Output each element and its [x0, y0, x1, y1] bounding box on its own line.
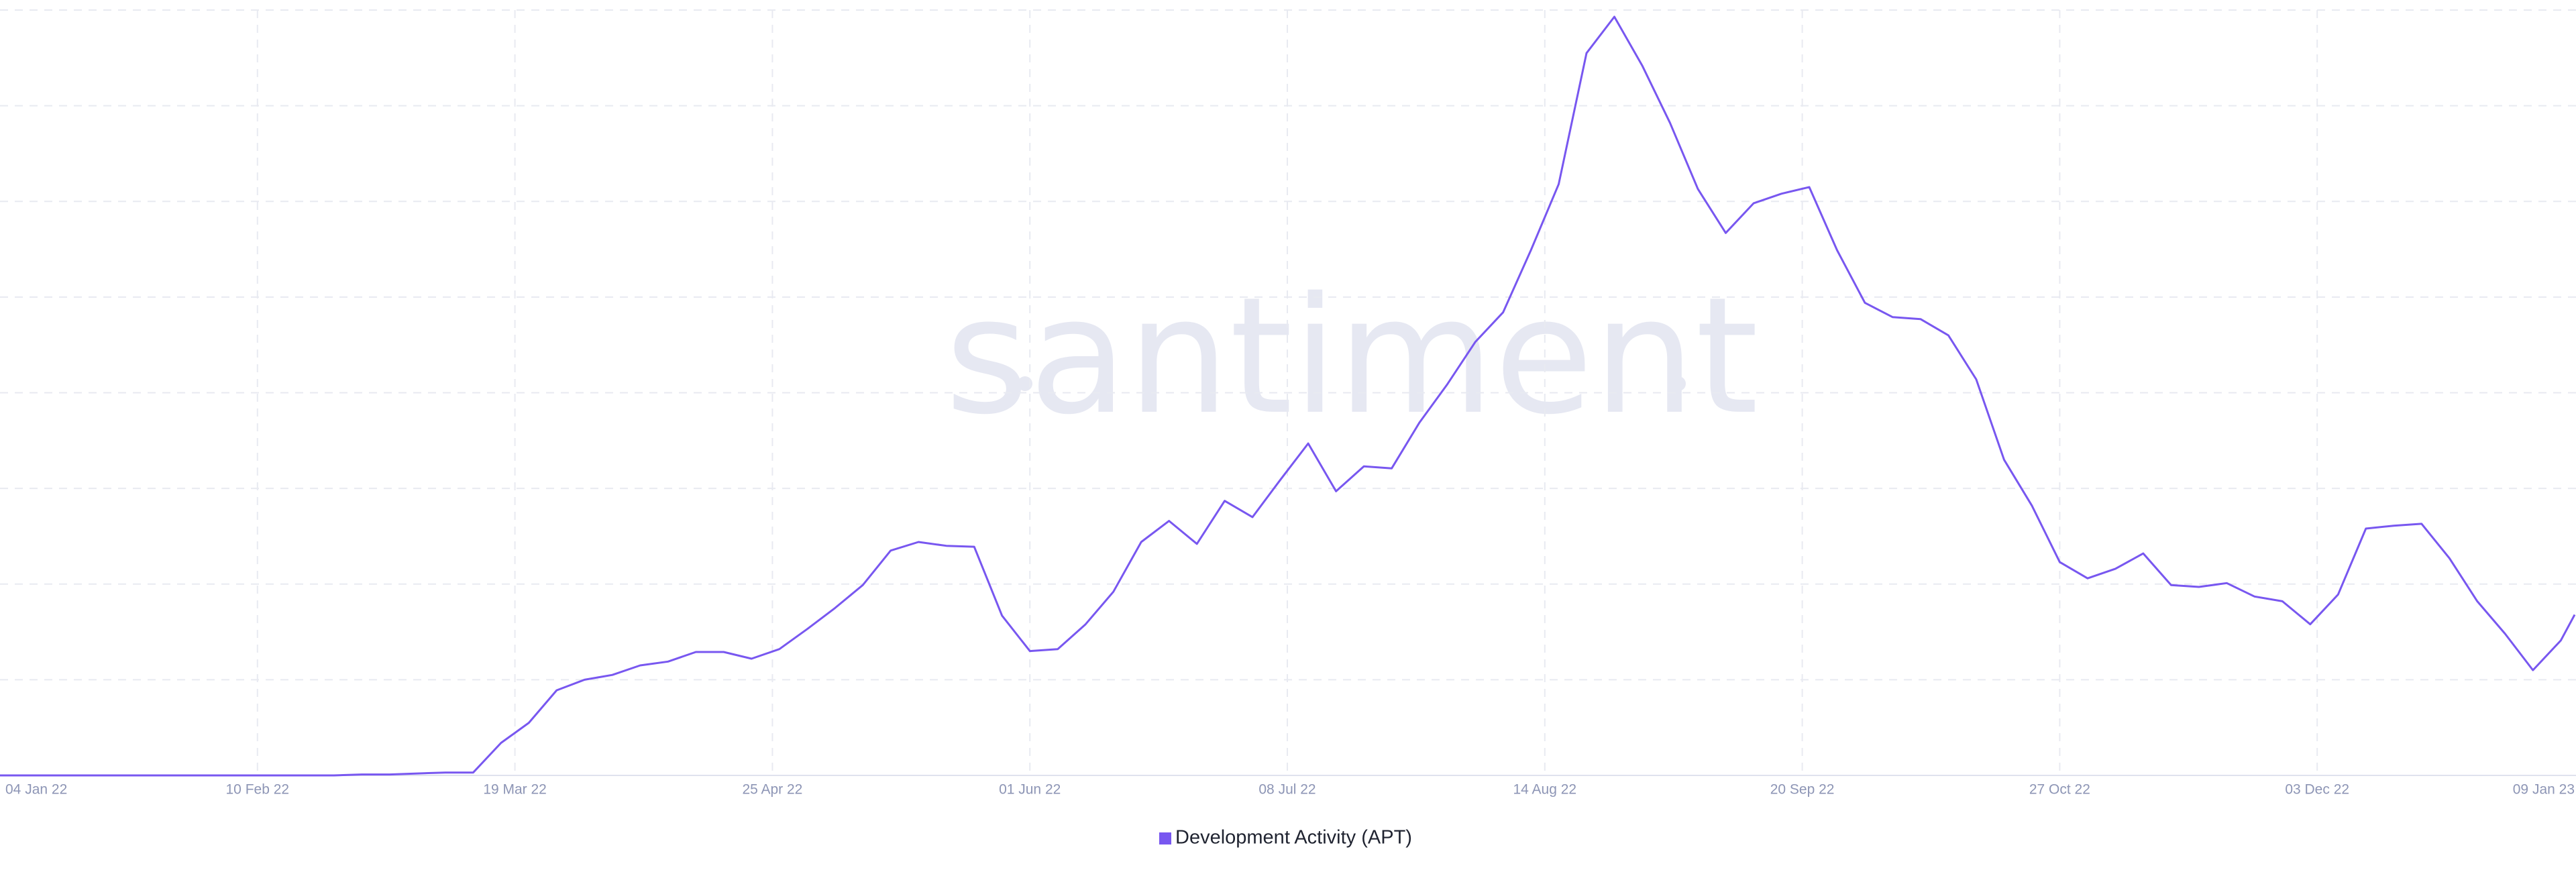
x-tick-label: 25 Apr 22 [742, 782, 802, 798]
legend-swatch [1159, 832, 1171, 844]
series-line [0, 15, 2576, 777]
x-tick-label: 14 Aug 22 [1513, 782, 1577, 798]
x-tick-label: 08 Jul 22 [1258, 782, 1316, 798]
x-tick-label: 10 Feb 22 [226, 782, 290, 798]
x-tick-label: 04 Jan 22 [5, 782, 67, 798]
x-tick-label: 20 Sep 22 [1770, 782, 1835, 798]
legend-label: Development Activity (APT) [1175, 827, 1412, 849]
x-tick-label: 03 Dec 22 [2285, 782, 2349, 798]
legend: Development Activity (APT) [1159, 827, 1412, 849]
x-tick-label: 27 Oct 22 [2029, 782, 2090, 798]
x-tick-label: 19 Mar 22 [483, 782, 547, 798]
x-tick-label: 09 Jan 23 [2513, 782, 2575, 798]
grid [0, 9, 2576, 776]
x-tick-label: 01 Jun 22 [999, 782, 1061, 798]
watermark: santiment [945, 262, 1759, 450]
watermark-dot [1671, 376, 1686, 391]
watermark-dot [1018, 376, 1032, 391]
